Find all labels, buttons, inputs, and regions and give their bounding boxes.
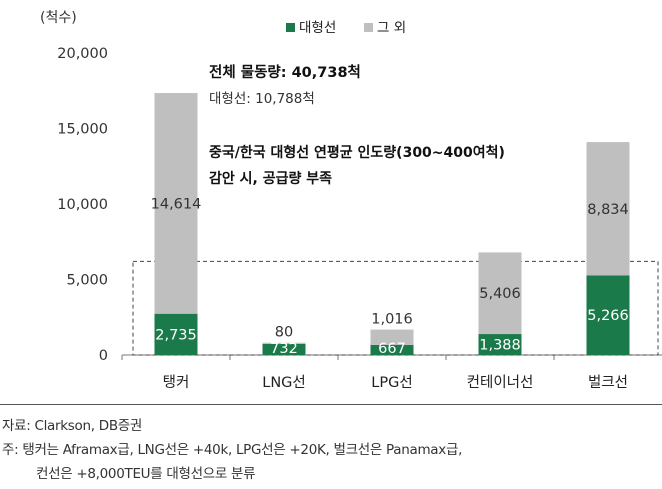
bar-large-segment bbox=[586, 275, 630, 355]
data-label-large: 2,735 bbox=[155, 327, 197, 343]
source-note: 자료: Clarkson, DB증권 bbox=[2, 418, 143, 434]
legend-swatch-other bbox=[364, 23, 373, 32]
x-tick-label: LNG선 bbox=[262, 374, 306, 391]
threshold-box-layer bbox=[132, 260, 659, 356]
data-label-other: 80 bbox=[275, 325, 293, 341]
y-tick-label: 15,000 bbox=[57, 122, 108, 138]
notes-divider bbox=[0, 404, 662, 405]
bar-other-segment bbox=[370, 329, 414, 345]
annotation-block: 전체 물동량: 40,738척 대형선: 10,788척 중국/한국 대형선 연… bbox=[209, 63, 505, 187]
bar-large-segment bbox=[478, 334, 522, 355]
y-tick-label: 20,000 bbox=[57, 46, 108, 62]
y-tick-label: 0 bbox=[99, 348, 108, 364]
legend-label-other: 그 외 bbox=[377, 20, 406, 36]
bar-other-segment bbox=[478, 252, 522, 335]
bar-other-segment bbox=[154, 93, 198, 314]
data-label-other: 1,016 bbox=[371, 312, 413, 328]
bars-layer bbox=[154, 93, 630, 355]
legend-label-large: 대형선 bbox=[299, 20, 336, 36]
data-label-large: 5,266 bbox=[587, 308, 629, 324]
bar-other-segment bbox=[586, 142, 630, 276]
legend: 대형선 그 외 bbox=[286, 20, 406, 36]
stacked-bar-chart: 0 5,000 10,000 15,000 20,000 탱커 LNG선 LPG선 컨테이너선 벌… bbox=[40, 10, 662, 391]
axis-layer: 0 5,000 10,000 15,000 20,000 탱커 LNG선 LPG선 컨테이너선 벌… bbox=[57, 46, 662, 391]
y-axis-label: (척수) bbox=[40, 10, 77, 26]
x-tick-label: 탱커 bbox=[163, 374, 190, 391]
annotation-delivery: 중국/한국 대형선 연평균 인도량(300~400여척) bbox=[209, 144, 505, 161]
bar-other-segment bbox=[262, 342, 306, 344]
threshold-dashed-box bbox=[132, 260, 659, 356]
annotation-total: 전체 물동량: 40,738척 bbox=[209, 63, 361, 81]
annotation-large: 대형선: 10,788척 bbox=[209, 91, 315, 107]
data-label-large: 1,388 bbox=[479, 338, 521, 354]
bar-large-segment bbox=[370, 344, 414, 355]
data-label-other: 5,406 bbox=[479, 286, 521, 302]
bar-large-segment bbox=[154, 313, 198, 355]
annotation-shortage: 감안 시, 공급량 부족 bbox=[209, 170, 332, 187]
data-label-large: 732 bbox=[270, 341, 298, 357]
bar-large-segment bbox=[262, 343, 306, 355]
x-tick-label: 컨테이너선 bbox=[467, 374, 534, 391]
x-tick-label: 벌크선 bbox=[588, 374, 628, 391]
data-label-large: 667 bbox=[378, 341, 406, 357]
y-tick-label: 10,000 bbox=[57, 197, 108, 213]
data-label-other: 14,614 bbox=[151, 196, 202, 212]
y-tick-label: 5,000 bbox=[66, 273, 108, 289]
x-tick-label: LPG선 bbox=[371, 374, 412, 391]
legend-swatch-large bbox=[286, 23, 295, 32]
footnote-line-1: 주: 탱커는 Aframax급, LNG선은 +40k, LPG선은 +20K,… bbox=[2, 442, 463, 458]
footnote-line-2: 컨선은 +8,000TEU를 대형선으로 분류 bbox=[36, 466, 256, 482]
data-label-other: 8,834 bbox=[587, 202, 629, 218]
